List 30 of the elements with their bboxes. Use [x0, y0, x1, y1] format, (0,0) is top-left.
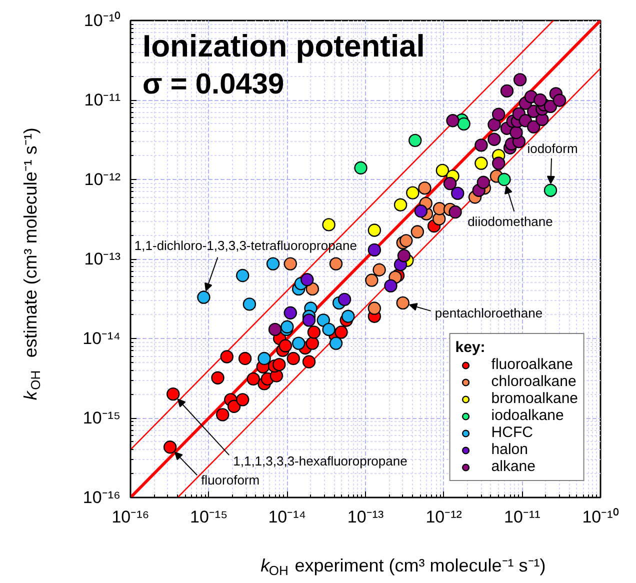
legend-label: halon [491, 441, 528, 458]
legend-label: alkane [491, 458, 536, 475]
legend-label: HCFC [491, 424, 533, 441]
legend-label: chloroalkane [491, 373, 576, 390]
x-tick-label: 10⁻¹⁶ [112, 508, 150, 526]
y-tick-label: 10⁻¹⁵ [82, 408, 121, 428]
annotation: iodoform [527, 140, 578, 156]
y-tick-label: 10⁻¹¹ [84, 90, 121, 110]
chart-title: Ionization potential [142, 28, 425, 64]
legend-title: key: [455, 339, 486, 356]
legend-label: bromoalkane [491, 390, 578, 407]
x-tick-label: 10⁻¹⁰ [582, 508, 619, 526]
annotation: fluoroform [201, 472, 260, 488]
legend-label: iodoalkane [491, 407, 564, 424]
legend-label: fluoroalkane [491, 356, 574, 373]
y-tick-label: 10⁻¹² [84, 170, 121, 189]
y-tick-label: 10⁻¹⁰ [84, 11, 121, 30]
annotation: diiodomethane [468, 214, 553, 229]
annotation: pentachloroethane [434, 305, 543, 320]
y-tick-label: 10⁻¹⁴ [82, 329, 120, 348]
x-tick-label: 10⁻¹² [426, 508, 462, 526]
x-tick-label: 10⁻¹¹ [504, 508, 541, 526]
x-tick-label: 10⁻¹⁵ [190, 508, 228, 526]
text: σ = 0.0439 [142, 68, 284, 100]
x-tick-label: 10⁻¹³ [347, 508, 384, 526]
annotation: 1,1,1,3,3,3-hexafluoropropane [233, 454, 408, 469]
x-tick-label: 10⁻¹⁴ [268, 508, 306, 526]
y-tick-label: 10⁻¹⁶ [82, 488, 121, 507]
y-axis-title: kOH estimate (cm³ molecule⁻¹ s⁻¹) [20, 128, 43, 400]
y-tick-label: 10⁻¹³ [84, 250, 121, 268]
